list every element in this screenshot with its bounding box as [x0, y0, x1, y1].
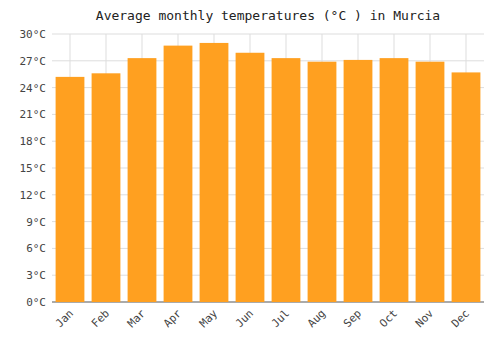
grid: [52, 34, 484, 302]
y-tick-label: 15°C: [20, 162, 47, 175]
bar: [308, 62, 337, 302]
x-tick-label: Jan: [53, 307, 76, 330]
axes: 0°C 3°C 6°C 9°C 12°C 15°C 18°C 21°C 24°C 27°C 30°C…: [20, 28, 485, 330]
x-tick-label: Oct: [377, 307, 400, 330]
y-tick-label: 9°C: [26, 216, 46, 229]
chart-container: Average monthly temperatures (°C ) in Mu…: [0, 0, 500, 350]
bar: [344, 60, 373, 302]
y-tick-label: 18°C: [20, 135, 47, 148]
bar: [416, 62, 445, 302]
y-tick-label: 27°C: [20, 55, 47, 68]
bar: [452, 72, 481, 302]
y-grid-line: [52, 60, 484, 61]
x-tick-label: Mar: [125, 307, 149, 331]
y-grid-line: [52, 34, 484, 35]
bar: [380, 58, 409, 302]
y-tick-label: 30°C: [20, 28, 47, 41]
bar: [200, 43, 229, 302]
y-tick-label: 12°C: [20, 189, 47, 202]
y-tick-label: 24°C: [20, 82, 47, 95]
x-tick-label: Sep: [341, 307, 364, 330]
x-tick-label: Dec: [449, 307, 472, 330]
chart: Average monthly temperatures (°C ) in Mu…: [0, 0, 500, 350]
x-tick-label: Feb: [89, 307, 112, 330]
x-tick-label: May: [197, 307, 221, 331]
x-tick-label: Aug: [305, 307, 328, 330]
x-tick-label: Apr: [161, 307, 185, 331]
y-tick-label: 0°C: [26, 296, 46, 309]
y-tick-label: 3°C: [26, 269, 46, 282]
y-tick-label: 6°C: [26, 242, 46, 255]
bar: [236, 53, 265, 302]
x-tick-label: Jul: [269, 307, 292, 330]
x-tick-label: Jun: [233, 307, 256, 330]
x-tick-label: Nov: [413, 307, 437, 331]
bar: [272, 58, 301, 302]
y-tick-label: 21°C: [20, 108, 47, 121]
page: {"chart_data": {"type": "bar", "title": …: [0, 0, 500, 350]
bar: [128, 58, 157, 302]
bar: [164, 46, 193, 302]
bars: [56, 43, 481, 302]
bar: [56, 77, 85, 302]
title: Average monthly temperatures (°C ) in Mu…: [96, 8, 440, 23]
bar: [92, 73, 121, 302]
